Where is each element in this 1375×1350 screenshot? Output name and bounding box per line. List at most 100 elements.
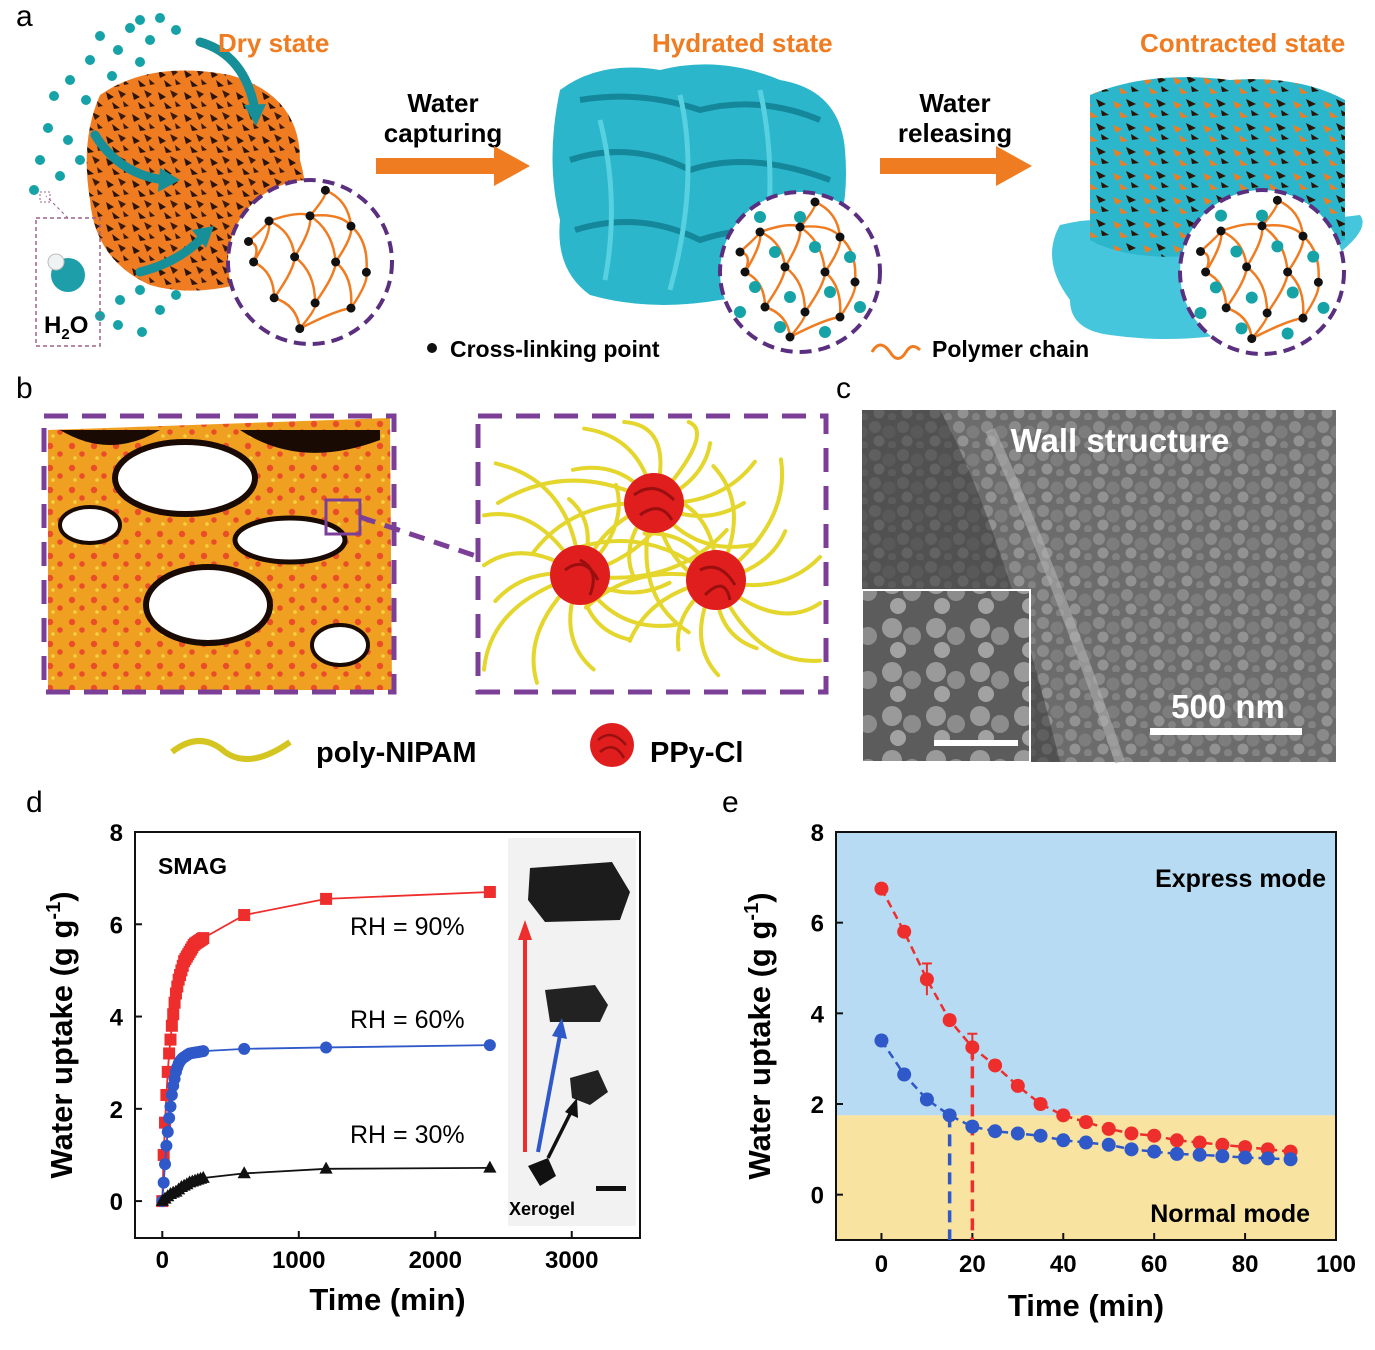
- crosslink-point: [295, 324, 305, 334]
- water-drop: [1271, 240, 1284, 253]
- water-drop: [1317, 301, 1330, 314]
- water-drop: [137, 327, 147, 337]
- water-drop: [769, 246, 781, 258]
- arrow-red-head: [518, 920, 532, 940]
- water-drop: [81, 95, 91, 105]
- data-point: [897, 1067, 912, 1082]
- data-point: [919, 1092, 934, 1107]
- data-point: [1101, 1121, 1116, 1136]
- x-tick-label: 40: [1050, 1251, 1077, 1278]
- data-point: [1033, 1128, 1048, 1143]
- water-drop: [63, 135, 73, 145]
- data-point: [1056, 1108, 1071, 1123]
- data-point: [1033, 1097, 1048, 1111]
- polymer-chain-legend-icon: [870, 343, 922, 360]
- data-point: [164, 1033, 177, 1046]
- y-tick-label: 2: [110, 1097, 123, 1124]
- arrow-black: [546, 1109, 574, 1159]
- panel-a: a H2O Dry state Water: [16, 0, 1363, 362]
- data-point: [159, 1158, 172, 1171]
- data-point: [897, 924, 912, 939]
- swollen-gel-medium: [545, 985, 608, 1022]
- y-tick-label: 0: [110, 1189, 123, 1216]
- crosslink-point: [1313, 277, 1323, 287]
- data-point: [919, 972, 934, 987]
- data-point: [238, 1042, 251, 1055]
- x-tick-label: 3000: [545, 1247, 598, 1274]
- arrow-blue-head: [552, 1018, 567, 1039]
- panel-d: d Xerogel 0 1000 2000 3000 0 2 4 6 8 Time (min) Wat…: [26, 786, 641, 1317]
- crosslink-point: [249, 257, 259, 267]
- svg-text:H2O: H2O: [44, 312, 88, 343]
- water-drop: [145, 35, 155, 45]
- svg-text:capturing: capturing: [384, 118, 502, 148]
- data-point: [1192, 1135, 1207, 1150]
- svg-text:releasing: releasing: [898, 118, 1012, 148]
- inset-caption: Xerogel: [509, 1199, 575, 1219]
- crosslink-point: [1257, 221, 1267, 231]
- water-drop: [95, 31, 105, 41]
- data-point: [319, 1161, 333, 1174]
- data-point: [874, 881, 889, 896]
- crosslink-point: [820, 267, 830, 277]
- data-point: [874, 1033, 889, 1048]
- data-point: [1124, 1126, 1139, 1141]
- crosslink-point: [740, 267, 750, 277]
- panel-label-b: b: [16, 372, 33, 405]
- x-tick-label: 0: [875, 1251, 888, 1278]
- scale-bar-label: 500 nm: [1171, 688, 1285, 725]
- data-point: [1010, 1078, 1025, 1093]
- data-point: [1215, 1137, 1230, 1152]
- panel-c: c Wall structure 500 nm: [836, 372, 1336, 764]
- data-point: [1283, 1152, 1298, 1167]
- data-point: [168, 996, 181, 1009]
- data-point: [238, 909, 251, 922]
- crosslink-point: [1221, 303, 1231, 313]
- water-drop: [774, 321, 786, 333]
- water-drop: [1307, 250, 1320, 263]
- crosslink-point: [795, 222, 805, 232]
- panel-label-d: d: [26, 786, 43, 819]
- water-drop: [115, 295, 125, 305]
- series-1: [874, 1033, 1298, 1240]
- water-drop: [113, 320, 123, 330]
- water-drop: [85, 55, 95, 65]
- crosslink-point: [264, 216, 274, 226]
- crosslink-point: [310, 298, 320, 308]
- water-drop: [1245, 291, 1258, 304]
- legend-poly-nipam: poly-NIPAM: [316, 737, 477, 769]
- crosslink-point: [346, 221, 356, 231]
- data-point: [160, 1139, 173, 1152]
- crosslink-point: [1298, 313, 1308, 323]
- data-point: [1169, 1133, 1184, 1148]
- water-drop: [1281, 327, 1294, 340]
- water-drop: [125, 23, 135, 33]
- data-point: [1079, 1115, 1093, 1130]
- crosslink-point: [785, 332, 795, 342]
- y-tick-label: 6: [811, 911, 824, 938]
- crosslink-point: [1283, 267, 1293, 277]
- x-tick-label: 20: [959, 1251, 986, 1278]
- chart-e: Express mode Normal mode 0 20 40 60 80 100 0 2 4 6 8…: [741, 820, 1356, 1323]
- water-drop: [107, 71, 117, 81]
- data-point: [164, 1100, 177, 1113]
- y-tick-label: 0: [811, 1183, 824, 1210]
- plot-frame: [134, 831, 641, 1239]
- network-circle-contracted: [1178, 188, 1346, 356]
- data-point: [1260, 1151, 1275, 1166]
- series-0: [874, 881, 1298, 1240]
- crosslink-point: [1201, 267, 1211, 277]
- x-tick-label: 0: [156, 1247, 169, 1274]
- inset-scale-bar: [596, 1186, 626, 1191]
- water-drop: [819, 326, 831, 338]
- crosslink-point: [331, 257, 341, 267]
- water-drop: [75, 155, 85, 165]
- crosslink-point: [800, 307, 810, 317]
- water-drop: [29, 185, 39, 195]
- data-point: [163, 1047, 176, 1060]
- data-point: [1169, 1146, 1184, 1161]
- data-point: [965, 1040, 980, 1055]
- x-tick-label: 2000: [409, 1247, 462, 1274]
- x-tick-label: 60: [1141, 1251, 1168, 1278]
